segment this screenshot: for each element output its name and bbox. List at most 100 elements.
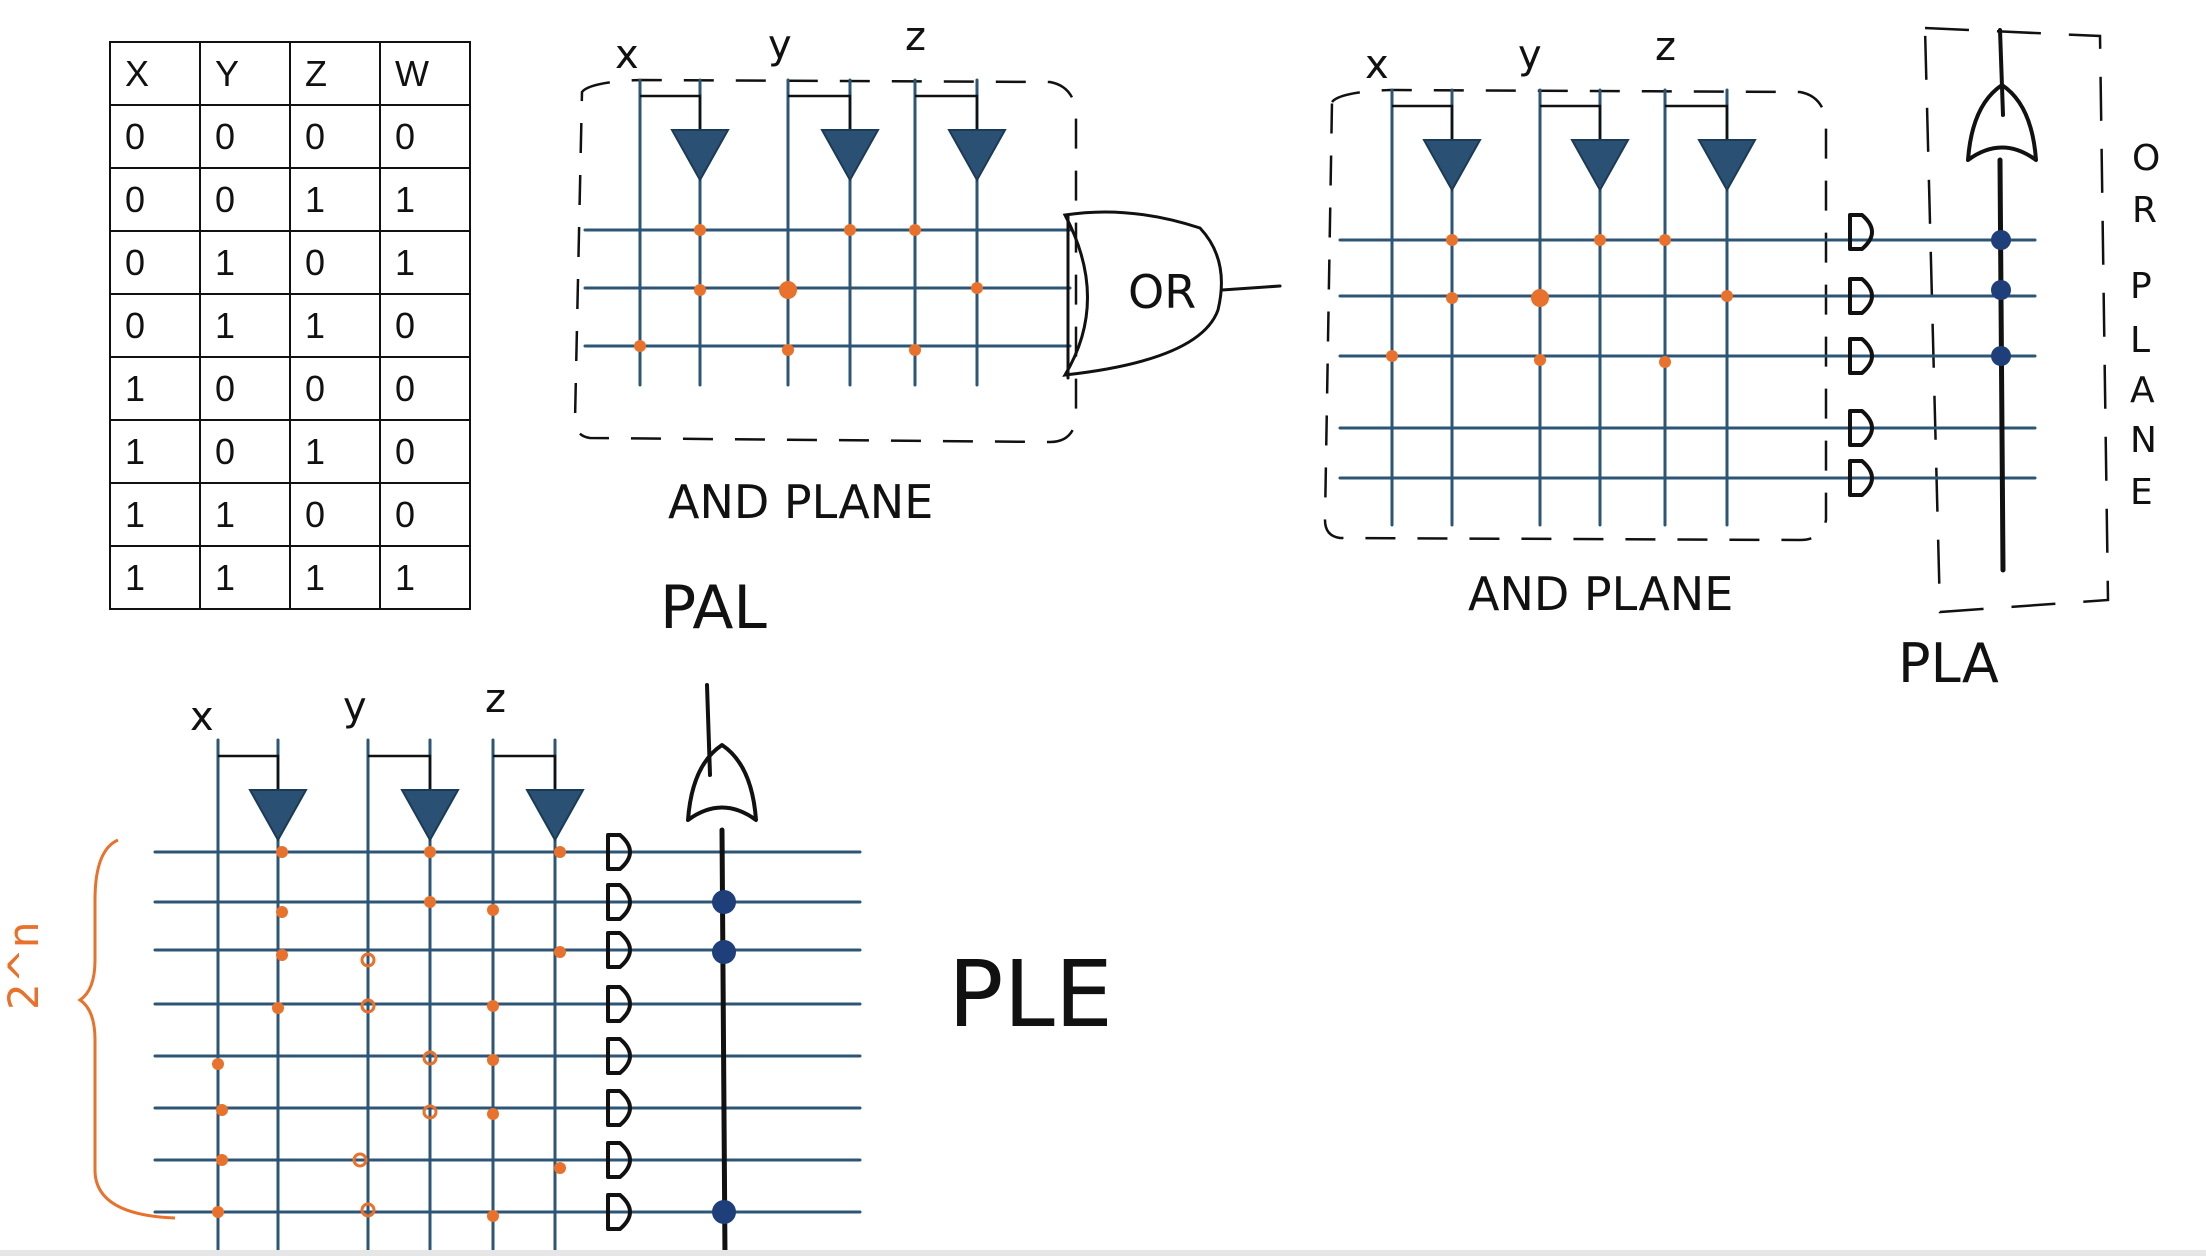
truth-table-cell: 0	[199, 356, 291, 421]
pal-connection-dot	[694, 284, 706, 296]
pla-and-plane-boundary	[1323, 88, 1828, 542]
ple-connection-dot	[487, 1054, 499, 1066]
pal-or-label: OR	[1128, 265, 1196, 319]
pla-buffer-z	[1697, 139, 1757, 193]
truth-table-cell: 1	[199, 545, 291, 610]
ple-input-x: x	[190, 694, 214, 740]
truth-table-cell: 0	[199, 419, 291, 484]
ple-buffer-z	[525, 789, 585, 843]
truth-table-cell: 0	[379, 356, 471, 421]
pla-connection-dot	[1659, 234, 1671, 246]
pal-title: PAL	[660, 573, 767, 643]
ple-and-gate	[606, 883, 632, 921]
pal-diagram	[573, 78, 1282, 444]
pla-or-plane-letter-1: R	[2132, 190, 2157, 231]
truth-table-cell: 1	[379, 167, 471, 232]
pla-input-x: x	[1365, 42, 1389, 88]
truth-table-cell: 1	[289, 545, 381, 610]
pla-diagram	[1323, 26, 2110, 614]
ple-buffer-x-feed	[218, 754, 280, 790]
pal-buffer-z-feed	[915, 94, 979, 130]
ple-connection-dot	[276, 906, 288, 918]
truth-table-cell: 0	[109, 230, 201, 295]
ple-connection-dot	[487, 1210, 499, 1222]
truth-table-cell: 0	[379, 482, 471, 547]
ple-connection-dot	[554, 846, 566, 858]
truth-table-cell: 1	[109, 419, 201, 484]
pla-input-y: y	[1518, 32, 1542, 78]
truth-table-cell: 1	[289, 293, 381, 358]
truth-table-cell: 1	[379, 545, 471, 610]
pla-or-plane-letter-2: P	[2130, 266, 2152, 307]
ple-or-connection-dot	[712, 890, 736, 914]
ple-buffer-y	[400, 789, 460, 843]
pal-connection-dot	[909, 224, 921, 236]
ple-connection-dot	[422, 1104, 438, 1120]
pla-buffer-y	[1570, 139, 1630, 193]
pla-title: PLA	[1898, 632, 1999, 695]
ple-connection-dot	[276, 846, 288, 858]
ple-and-gate	[606, 985, 632, 1023]
pla-connection-dot	[1659, 356, 1671, 368]
ple-input-z: z	[485, 676, 506, 722]
truth-table-cell: 1	[199, 482, 291, 547]
ple-and-gate	[606, 1141, 632, 1179]
ple-connection-dot	[360, 1202, 376, 1218]
truth-table-cell: 0	[109, 293, 201, 358]
pla-or-connection-dot	[1991, 346, 2011, 366]
pal-buffer-x	[670, 129, 730, 183]
pal-connection-dot	[634, 340, 646, 352]
pal-buffer-y	[820, 129, 880, 183]
truth-table-cell: 0	[289, 482, 381, 547]
truth-table-cell: 0	[379, 104, 471, 169]
pla-or-plane-letter-0: O	[2132, 138, 2160, 179]
ple-or-gate	[686, 743, 758, 822]
ple-input-y: y	[343, 684, 367, 730]
ple-buffer-y-feed	[368, 754, 432, 790]
ple-buffer-x	[248, 789, 308, 843]
pal-buffer-x-feed	[640, 94, 702, 130]
pal-input-x: x	[615, 32, 639, 78]
truth-table-cell: 0	[379, 293, 471, 358]
pal-connection-dot	[782, 344, 794, 356]
ple-brace	[77, 838, 176, 1220]
ple-connection-dot	[212, 1206, 224, 1218]
ple-and-gate	[606, 931, 632, 969]
pla-connection-dot	[1721, 290, 1733, 302]
pla-buffer-x	[1422, 139, 1482, 193]
truth-table-cell: 0	[109, 104, 201, 169]
header-y: Y	[199, 41, 291, 106]
pla-plane-label: AND PLANE	[1468, 567, 1733, 621]
truth-table-cell: 1	[109, 482, 201, 547]
pla-or-plane-letter-4: A	[2130, 370, 2155, 411]
ple-connection-dot	[216, 1104, 228, 1116]
truth-table-cell: 1	[289, 419, 381, 484]
pla-connection-dot	[1531, 289, 1549, 307]
ple-connection-dot	[487, 904, 499, 916]
truth-table-cell: 1	[289, 167, 381, 232]
ple-or-connection-dot	[712, 940, 736, 964]
pla-and-gate	[1848, 277, 1874, 315]
pla-buffer-y-feed	[1540, 104, 1602, 140]
pla-connection-dot	[1386, 350, 1398, 362]
ple-connection-dot	[360, 952, 376, 968]
ple-connection-dot	[276, 949, 288, 961]
ple-connection-dot	[212, 1058, 224, 1070]
pla-connection-dot	[1446, 234, 1458, 246]
truth-table-cell: 0	[109, 167, 201, 232]
pla-and-gate	[1848, 213, 1874, 251]
pla-or-gate	[1966, 83, 2038, 162]
pal-buffer-y-feed	[788, 94, 852, 130]
pla-connection-dot	[1594, 234, 1606, 246]
header-x: X	[109, 41, 201, 106]
pla-and-gate	[1848, 459, 1874, 497]
pal-connection-dot	[971, 282, 983, 294]
pla-and-gate	[1848, 337, 1874, 375]
